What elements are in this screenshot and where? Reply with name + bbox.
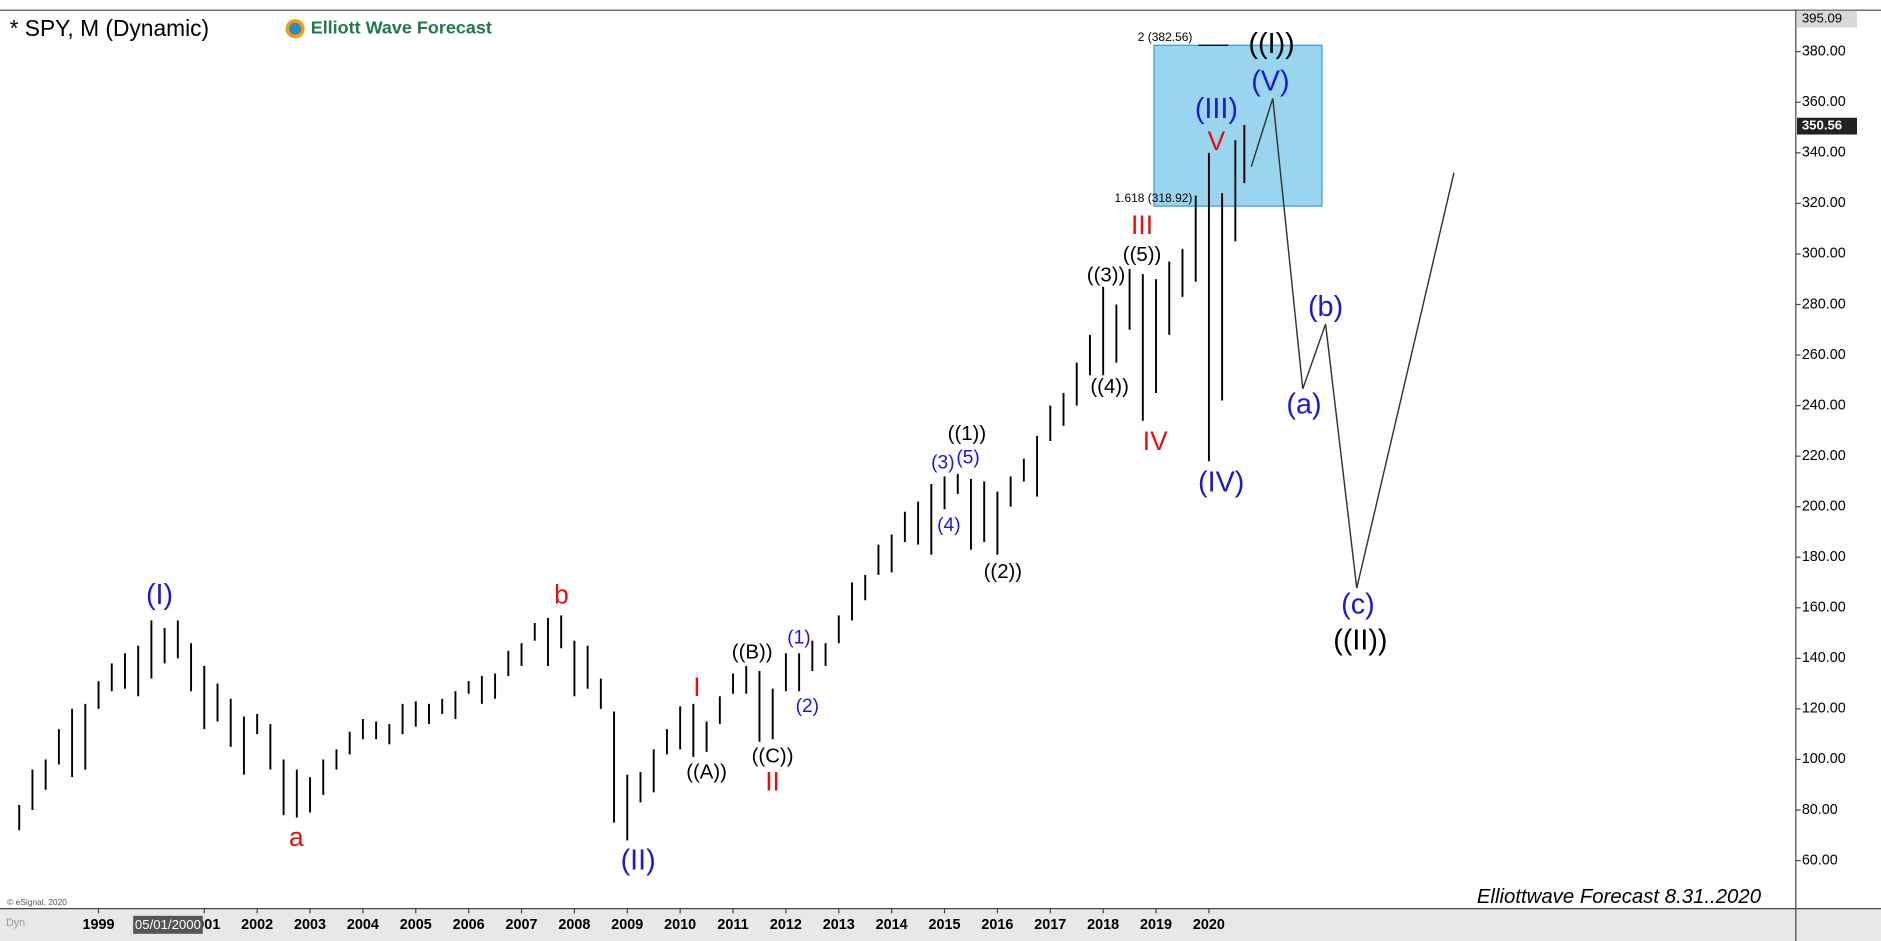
footer: Elliottwave Forecast 8.31..2020 bbox=[1477, 886, 1762, 908]
y-tick-label: 300.00 bbox=[1802, 246, 1846, 262]
wave-label: V bbox=[1208, 126, 1226, 156]
price-label: 350.56 bbox=[1802, 118, 1842, 133]
x-tick-label: 2004 bbox=[347, 917, 379, 933]
x-tick-label: 2017 bbox=[1034, 917, 1066, 933]
wave-label: ((5)) bbox=[1123, 244, 1161, 266]
wave-label: IV bbox=[1143, 426, 1168, 456]
y-tick-label: 180.00 bbox=[1802, 549, 1846, 565]
wave-label: (2) bbox=[796, 696, 819, 717]
x-tick-label: 2018 bbox=[1087, 917, 1119, 933]
wave-label: ((2)) bbox=[984, 561, 1022, 583]
cursor-label-box bbox=[133, 915, 203, 934]
wave-label: (IV) bbox=[1198, 466, 1244, 498]
wave-label: b bbox=[554, 579, 569, 609]
y-tick-label: 200.00 bbox=[1802, 498, 1846, 514]
chart-title: * SPY, M (Dynamic) bbox=[10, 15, 210, 41]
price-label: 395.09 bbox=[1802, 11, 1842, 26]
x-tick-label: 2014 bbox=[876, 917, 908, 933]
y-tick-label: 60.00 bbox=[1802, 852, 1838, 868]
forecast-path bbox=[1250, 98, 1455, 589]
wave-label: (b) bbox=[1308, 291, 1343, 323]
y-tick-label: 320.00 bbox=[1802, 195, 1846, 211]
wave-label: (1) bbox=[787, 628, 810, 649]
wave-label: ((I)) bbox=[1248, 28, 1294, 60]
y-tick-label: 120.00 bbox=[1802, 701, 1846, 717]
fib-label: 2 (382.56) bbox=[1138, 30, 1193, 44]
x-tick-label: 2002 bbox=[241, 917, 273, 933]
wave-label: ((B)) bbox=[732, 641, 773, 663]
wave-label: ((4)) bbox=[1090, 376, 1128, 398]
x-tick-label: 2016 bbox=[981, 917, 1013, 933]
logo-icon-inner bbox=[289, 22, 302, 35]
wave-label: III bbox=[1131, 210, 1153, 240]
wave-label: ((A)) bbox=[686, 761, 727, 783]
y-tick-label: 240.00 bbox=[1802, 397, 1846, 413]
x-tick-label: 2020 bbox=[1193, 917, 1225, 933]
x-tick-label: 2015 bbox=[929, 917, 961, 933]
wave-label: (I) bbox=[146, 579, 173, 611]
x-tick-label: 2008 bbox=[558, 917, 590, 933]
wave-label: (II) bbox=[621, 844, 656, 876]
wave-label: II bbox=[765, 767, 780, 797]
y-tick-label: 380.00 bbox=[1802, 44, 1846, 60]
y-tick-label: 140.00 bbox=[1802, 650, 1846, 666]
x-tick-label: 2010 bbox=[664, 917, 696, 933]
y-tick-label: 360.00 bbox=[1802, 94, 1846, 110]
logo: Elliott Wave Forecast bbox=[285, 18, 492, 39]
x-tick-label: 2007 bbox=[506, 917, 538, 933]
wave-label: (III) bbox=[1195, 93, 1238, 125]
wave-label: ((3)) bbox=[1087, 264, 1125, 286]
y-tick-label: 80.00 bbox=[1802, 802, 1838, 818]
x-tick-label: 2019 bbox=[1140, 917, 1172, 933]
wave-label: (4) bbox=[937, 515, 960, 536]
wave-label: (3) bbox=[931, 452, 954, 473]
x-tick-label: 2005 bbox=[400, 917, 432, 933]
fib-zone bbox=[1153, 44, 1323, 207]
copyright: © eSignal, 2020 bbox=[7, 897, 67, 907]
x-tick-label: 2011 bbox=[717, 917, 748, 933]
x-tick-label: 2006 bbox=[453, 917, 485, 933]
wave-label: (a) bbox=[1286, 388, 1321, 420]
mode-label: Dyn bbox=[6, 917, 25, 929]
y-tick-label: 160.00 bbox=[1802, 600, 1846, 616]
price-label-box bbox=[1797, 10, 1858, 28]
y-tick-label: 220.00 bbox=[1802, 448, 1846, 464]
fib-label: 1.618 (318.92) bbox=[1114, 191, 1192, 205]
x-axis-band bbox=[0, 908, 1881, 941]
wave-label: (c) bbox=[1341, 589, 1375, 621]
y-tick-label: 280.00 bbox=[1802, 296, 1846, 312]
wave-label: I bbox=[693, 672, 700, 702]
wave-label: (V) bbox=[1251, 65, 1289, 97]
wave-label: ((II)) bbox=[1333, 625, 1387, 657]
cursor-label: 05/01/2000 bbox=[135, 917, 201, 932]
wave-label: (5) bbox=[956, 448, 979, 469]
x-tick-label: 2009 bbox=[611, 917, 643, 933]
x-tick-label: 2003 bbox=[294, 917, 326, 933]
wave-label: ((1)) bbox=[948, 423, 986, 445]
x-tick-label: 2012 bbox=[770, 917, 802, 933]
price-label-box bbox=[1797, 117, 1858, 135]
x-tick-label: 1999 bbox=[83, 917, 115, 933]
x-tick-label: 2013 bbox=[823, 917, 855, 933]
wave-label: a bbox=[289, 822, 304, 852]
y-tick-label: 100.00 bbox=[1802, 751, 1846, 767]
y-tick-label: 340.00 bbox=[1802, 145, 1846, 161]
y-tick-label: 260.00 bbox=[1802, 347, 1846, 363]
wave-label: ((C)) bbox=[752, 746, 794, 768]
logo-text: Elliott Wave Forecast bbox=[311, 18, 492, 38]
